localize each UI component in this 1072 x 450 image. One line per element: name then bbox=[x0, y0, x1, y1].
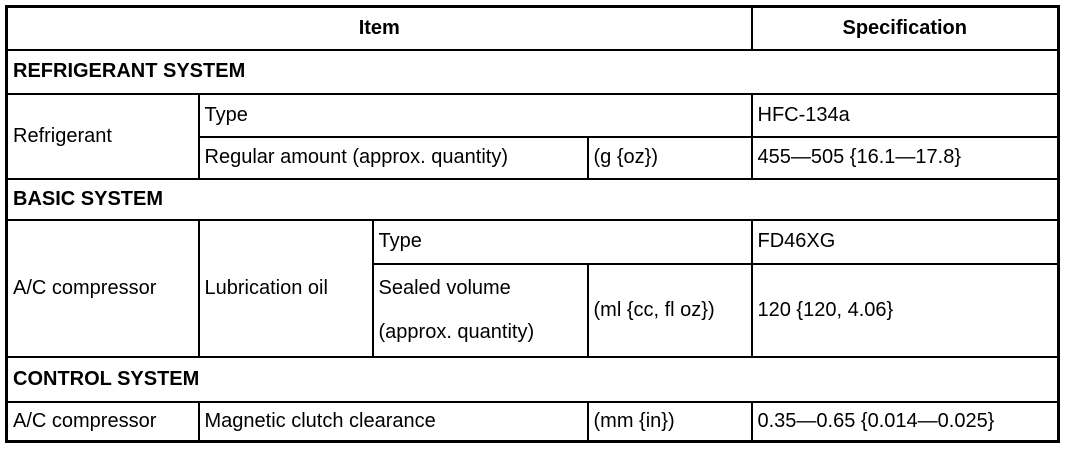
item-label: Type bbox=[371, 218, 753, 265]
item-label: Regular amount (approx. quantity) bbox=[197, 135, 589, 180]
section-title: REFRIGERANT SYSTEM bbox=[5, 48, 1060, 95]
item-label: Magnetic clutch clearance bbox=[197, 400, 589, 443]
table-row: A/C compressor Lubrication oil Type FD46… bbox=[5, 218, 1060, 358]
table-row: Sealed volume (approx. quantity) (ml {cc… bbox=[7, 262, 1060, 358]
spec-value: 120 {120, 4.06} bbox=[750, 262, 1060, 358]
table-row: Refrigerant Type HFC-134a bbox=[5, 92, 1060, 180]
spec-value: FD46XG bbox=[750, 218, 1060, 265]
spec-value: 0.35—0.65 {0.014—0.025} bbox=[750, 400, 1060, 443]
header-item: Item bbox=[5, 5, 753, 51]
section-row: BASIC SYSTEM bbox=[5, 177, 1060, 221]
table-header-row: Item Specification bbox=[5, 5, 1060, 51]
section-row: REFRIGERANT SYSTEM bbox=[5, 48, 1060, 95]
item-label: Sealed volume (approx. quantity) bbox=[371, 262, 589, 358]
unit-label: (g {oz}) bbox=[586, 135, 753, 180]
item-label: Type bbox=[197, 92, 753, 138]
unit-label: (ml {cc, fl oz}) bbox=[586, 262, 753, 358]
table-row: A/C compressor Magnetic clutch clearance… bbox=[5, 400, 1060, 443]
specification-table: Item Specification REFRIGERANT SYSTEM Re… bbox=[5, 5, 1060, 443]
group-label: Refrigerant bbox=[5, 92, 200, 180]
spec-value: HFC-134a bbox=[750, 92, 1060, 138]
group-label: A/C compressor bbox=[5, 400, 200, 443]
section-row: CONTROL SYSTEM bbox=[5, 355, 1060, 403]
group-label: A/C compressor bbox=[5, 218, 200, 358]
unit-label: (mm {in}) bbox=[586, 400, 753, 443]
section-title: BASIC SYSTEM bbox=[5, 177, 1060, 221]
subgroup-label: Lubrication oil bbox=[197, 218, 374, 358]
table-row: Regular amount (approx. quantity) (g {oz… bbox=[7, 135, 1060, 180]
spec-value: 455—505 {16.1—17.8} bbox=[750, 135, 1060, 180]
section-title: CONTROL SYSTEM bbox=[5, 355, 1060, 403]
item-label-line2: (approx. quantity) bbox=[378, 321, 535, 343]
header-specification: Specification bbox=[750, 5, 1060, 51]
item-label-line1: Sealed volume bbox=[378, 277, 511, 299]
